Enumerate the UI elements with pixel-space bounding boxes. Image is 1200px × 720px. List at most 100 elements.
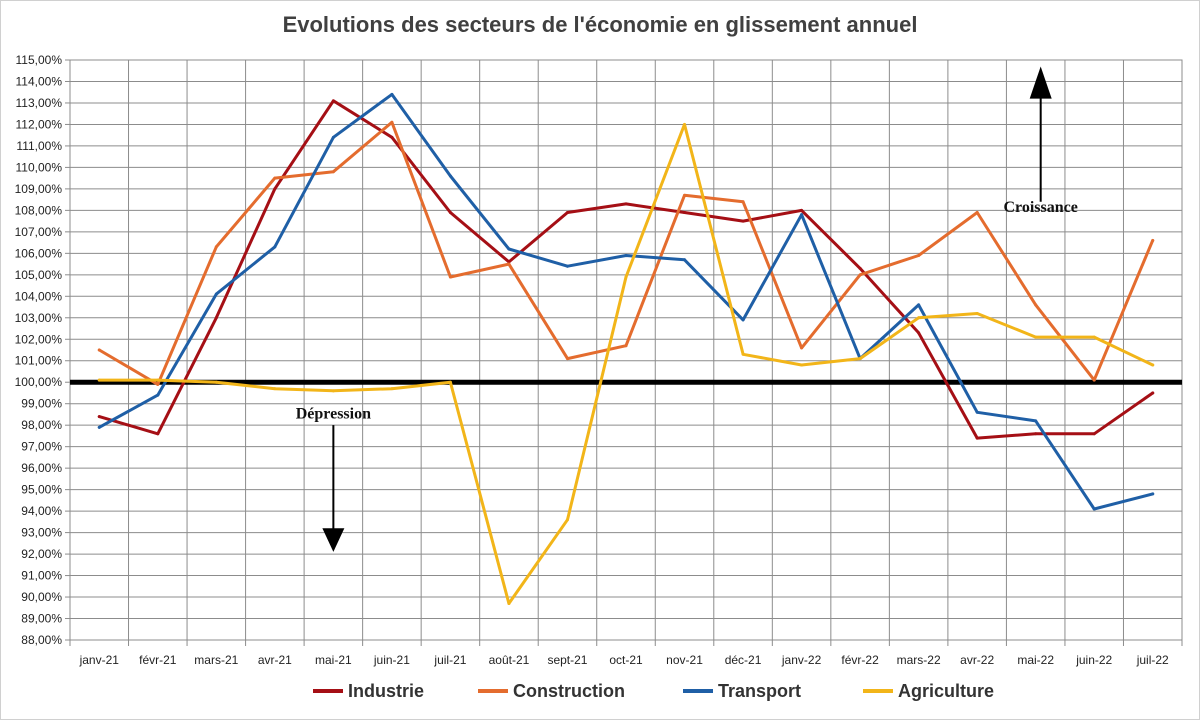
y-tick-label: 90,00% [21,590,62,604]
data-point-construction [97,348,101,352]
data-point-agriculture [917,316,921,320]
x-axis: janv-21 févr-21 mars-21 avr-21 mai-21 juin-21… [69,640,1183,667]
data-point-construction [858,273,862,277]
series-layer [70,92,1182,605]
data-point-construction [1151,238,1155,242]
depression-label: Dépression [296,405,371,422]
x-tick-label: août-21 [489,653,530,667]
data-point-construction [214,245,218,249]
data-point-industrie [390,135,394,139]
data-point-transport [448,174,452,178]
data-point-transport [565,264,569,268]
data-point-industrie [214,316,218,320]
data-point-transport [507,247,511,251]
data-point-agriculture [1092,335,1096,339]
x-tick-label: oct-21 [609,653,643,667]
x-tick-label: déc-21 [725,653,762,667]
data-point-transport [97,425,101,429]
data-point-transport [800,213,804,217]
data-point-industrie [624,202,628,206]
data-point-industrie [97,415,101,419]
x-tick-label: nov-21 [666,653,703,667]
grid-layer [69,59,1183,641]
legend: Industrie Construction Transport Agricultur… [313,681,994,701]
data-point-industrie [565,211,569,215]
y-tick-label: 105,00% [15,268,63,282]
data-point-construction [741,200,745,204]
data-point-transport [1034,419,1038,423]
data-point-construction [565,357,569,361]
data-point-agriculture [858,357,862,361]
y-tick-label: 98,00% [21,418,62,432]
data-point-construction [683,193,687,197]
legend-label-industrie: Industrie [348,681,424,701]
data-point-transport [156,393,160,397]
y-tick-label: 102,00% [15,332,63,346]
y-tick-label: 94,00% [21,504,62,518]
data-point-construction [507,262,511,266]
x-tick-label: sept-21 [547,653,587,667]
data-point-agriculture [624,275,628,279]
data-point-industrie [917,331,921,335]
data-point-transport [1092,507,1096,511]
data-point-construction [975,211,979,215]
data-point-transport [1151,492,1155,496]
y-tick-label: 99,00% [21,397,62,411]
y-tick-label: 88,00% [21,633,62,647]
y-tick-label: 95,00% [21,483,62,497]
data-point-industrie [448,211,452,215]
x-tick-label: mai-21 [315,653,352,667]
y-tick-label: 104,00% [15,289,63,303]
legend-label-agriculture: Agriculture [898,681,994,701]
data-point-agriculture [448,380,452,384]
y-tick-label: 101,00% [15,354,63,368]
growth-arrow-head [1029,66,1052,99]
data-point-transport [741,318,745,322]
y-tick-label: 92,00% [21,547,62,561]
data-point-transport [331,135,335,139]
y-tick-label: 91,00% [21,569,62,583]
data-point-construction [156,382,160,386]
data-point-agriculture [97,378,101,382]
legend-label-construction: Construction [513,681,625,701]
y-tick-label: 103,00% [15,311,63,325]
y-axis: 88,00% 89,00% 90,00% 91,00% 92,00% 93,00% 94,0… [15,53,70,647]
y-tick-label: 115,00% [16,53,63,67]
y-tick-label: 106,00% [15,246,63,260]
x-tick-label: mai-22 [1017,653,1054,667]
data-point-transport [917,303,921,307]
data-point-construction [1034,303,1038,307]
y-tick-label: 100,00% [15,375,63,389]
data-point-industrie [683,211,687,215]
x-tick-label: avr-22 [960,653,994,667]
data-point-transport [624,253,628,257]
y-tick-label: 97,00% [21,440,62,454]
x-tick-label: juin-21 [373,653,410,667]
growth-label: Croissance [1003,199,1077,216]
data-point-agriculture [156,378,160,382]
data-point-industrie [741,219,745,223]
data-point-transport [273,245,277,249]
data-point-industrie [507,260,511,264]
data-point-agriculture [507,601,511,605]
data-point-agriculture [565,518,569,522]
x-tick-label: mars-22 [897,653,941,667]
legend-label-transport: Transport [718,681,801,701]
y-tick-label: 96,00% [21,461,62,475]
data-point-agriculture [800,363,804,367]
y-tick-label: 89,00% [21,612,62,626]
y-tick-label: 107,00% [15,225,63,239]
data-point-construction [800,346,804,350]
data-point-industrie [331,99,335,103]
data-point-construction [1092,378,1096,382]
data-point-industrie [975,436,979,440]
data-point-agriculture [273,387,277,391]
data-point-industrie [1092,432,1096,436]
data-point-construction [390,120,394,124]
y-tick-label: 93,00% [21,526,62,540]
plot-area [69,59,1183,641]
data-point-industrie [1151,391,1155,395]
x-tick-label: juil-22 [1136,653,1169,667]
x-tick-label: janv-21 [79,653,120,667]
